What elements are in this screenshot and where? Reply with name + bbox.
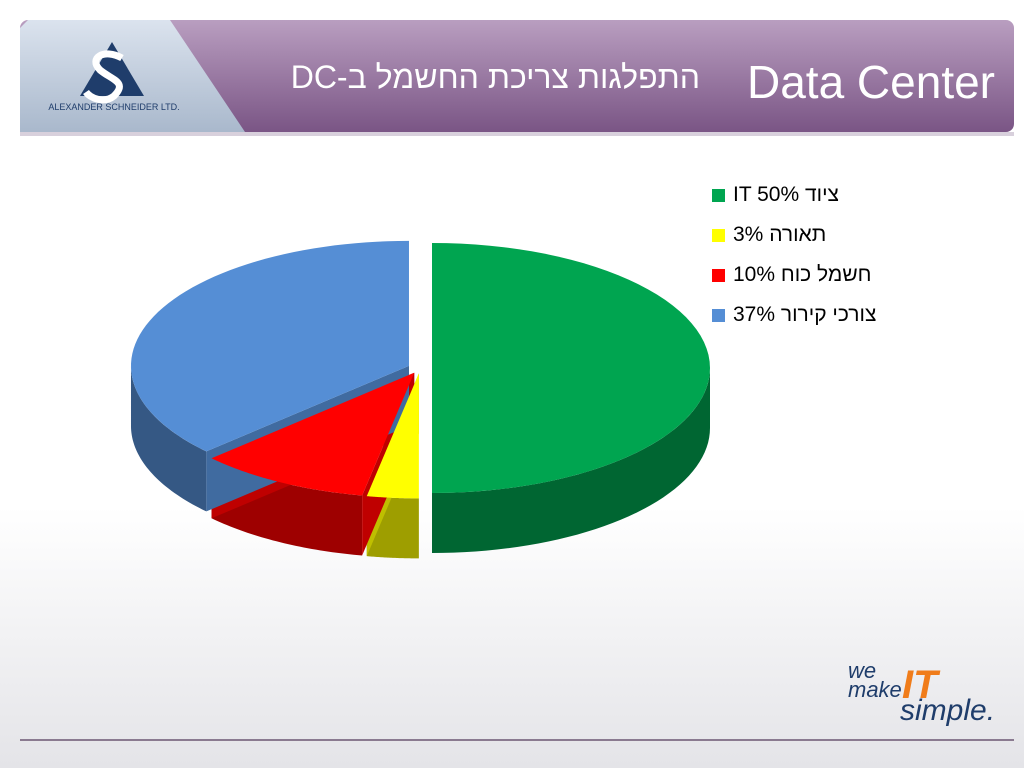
- title: Data Center: [747, 56, 995, 108]
- slice: [211, 372, 415, 496]
- slogan-it: IT: [902, 663, 941, 707]
- legend-swatch: [712, 309, 725, 322]
- subtitle: התפלגות צריכת החשמל ב-DC: [291, 59, 700, 95]
- legend-label: תאורה 3%: [733, 223, 827, 246]
- legend-swatch: [712, 189, 725, 202]
- slice: [432, 243, 710, 493]
- header-rule: [20, 132, 1014, 136]
- logo-panel: [20, 20, 245, 132]
- pie: [130, 240, 710, 559]
- header-band: [20, 20, 1014, 132]
- legend-label: צורכי קירור 37%: [733, 303, 877, 326]
- company-name: ALEXANDER SCHNEIDER LTD.: [48, 102, 179, 112]
- legend-swatch: [712, 269, 725, 282]
- logo-s: [83, 50, 124, 104]
- slogan-make: make: [848, 677, 902, 702]
- slice: [366, 373, 419, 499]
- slice-side: [432, 368, 710, 553]
- logo-mark: [80, 42, 144, 96]
- legend-label: חשמל כוח 10%: [733, 263, 872, 286]
- slice-side: [130, 365, 207, 512]
- legend-label: ציוד IT 50%: [733, 183, 839, 206]
- legend-swatch: [712, 229, 725, 242]
- slice: [131, 240, 409, 452]
- slogan-simple: simple.: [900, 694, 995, 727]
- slogan-we: we: [848, 658, 876, 683]
